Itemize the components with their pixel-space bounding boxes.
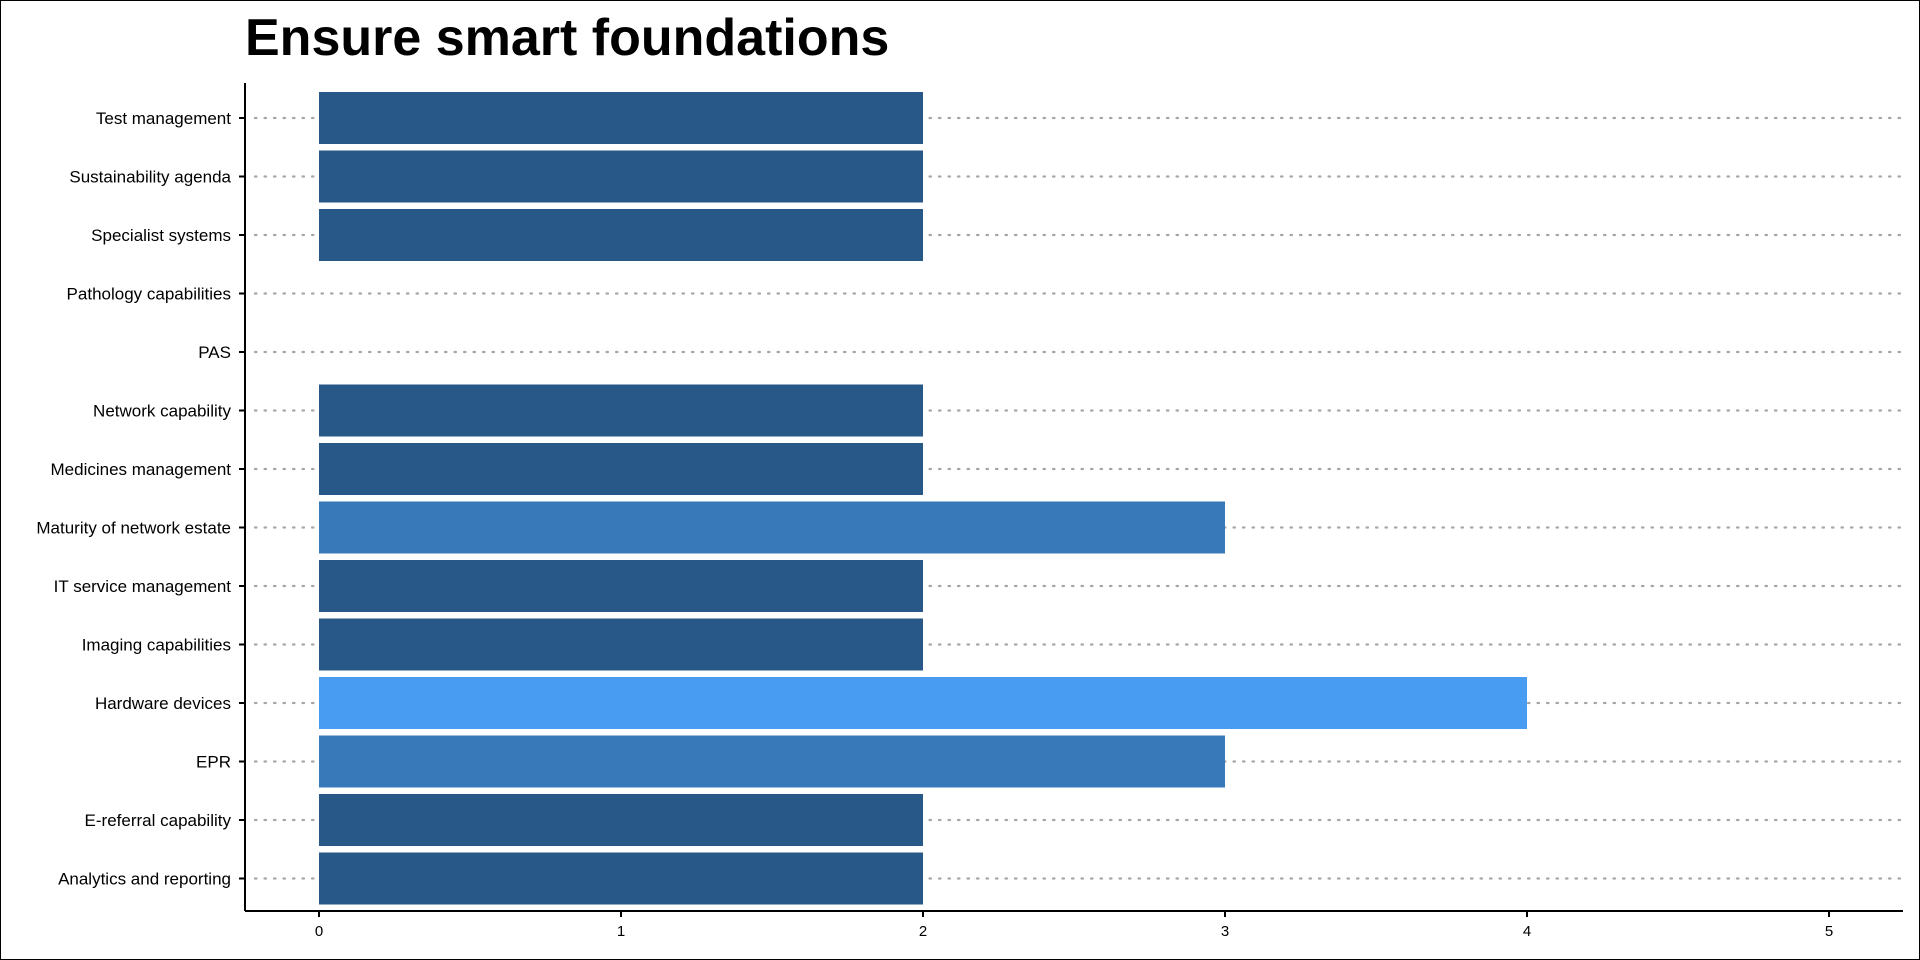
bar bbox=[319, 618, 923, 671]
category-label: Specialist systems bbox=[91, 226, 231, 245]
x-tick-label: 2 bbox=[919, 923, 927, 940]
x-tick-label: 3 bbox=[1221, 923, 1229, 940]
bar bbox=[319, 852, 923, 905]
x-tick-label: 0 bbox=[315, 923, 323, 940]
bar bbox=[319, 384, 923, 437]
bar bbox=[319, 443, 923, 495]
bar bbox=[319, 735, 1225, 788]
category-label: IT service management bbox=[54, 577, 232, 596]
bar bbox=[319, 92, 923, 144]
bar bbox=[319, 501, 1225, 554]
bar bbox=[319, 794, 923, 846]
bars bbox=[319, 92, 1527, 905]
bar bbox=[319, 150, 923, 203]
bar bbox=[319, 560, 923, 612]
category-labels: Test management Sustainability agenda Spec… bbox=[36, 109, 231, 889]
chart-title: Ensure smart foundations bbox=[245, 9, 889, 67]
bar bbox=[319, 677, 1527, 729]
category-label: EPR bbox=[196, 753, 231, 772]
x-tick-labels: 0 1 2 3 4 5 bbox=[315, 923, 1833, 940]
category-label: Maturity of network estate bbox=[36, 519, 231, 538]
category-label: Medicines management bbox=[51, 460, 232, 479]
x-tick-label: 4 bbox=[1523, 923, 1531, 940]
x-tick-label: 5 bbox=[1825, 923, 1833, 940]
x-tick-label: 1 bbox=[617, 923, 625, 940]
axes bbox=[239, 83, 1903, 917]
category-label: Hardware devices bbox=[95, 694, 231, 713]
category-label: E-referral capability bbox=[85, 811, 232, 830]
bar bbox=[319, 209, 923, 261]
category-label: Network capability bbox=[93, 402, 231, 421]
category-label: Analytics and reporting bbox=[58, 870, 231, 889]
category-label: Pathology capabilities bbox=[67, 285, 231, 304]
category-label: Imaging capabilities bbox=[82, 636, 231, 655]
category-label: Sustainability agenda bbox=[69, 168, 231, 187]
category-label: PAS bbox=[198, 343, 231, 362]
category-label: Test management bbox=[96, 109, 231, 128]
